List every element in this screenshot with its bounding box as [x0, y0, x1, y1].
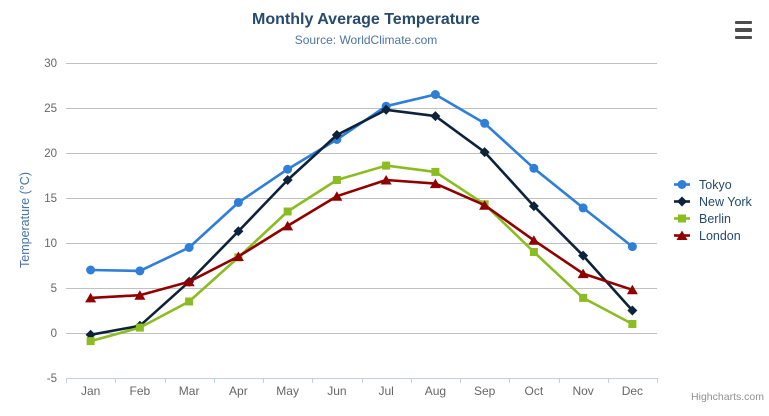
london-marker-glyph — [676, 230, 688, 240]
berlin-series-marker-icon — [674, 214, 690, 223]
y-axis-label: 15 — [44, 193, 57, 205]
x-axis-label: Nov — [572, 384, 593, 398]
data-point-tokyo[interactable] — [86, 265, 96, 275]
y-axis-label: 25 — [44, 103, 57, 115]
data-point-tokyo[interactable] — [233, 198, 243, 207]
legend: Tokyo New York Berlin London — [674, 176, 752, 244]
data-point-new-york[interactable] — [282, 175, 293, 185]
data-point-tokyo[interactable] — [480, 118, 490, 128]
hamburger-menu-icon — [735, 28, 752, 32]
data-point-berlin[interactable] — [529, 248, 538, 256]
legend-label: Tokyo — [699, 177, 732, 192]
legend-item-london[interactable]: London — [674, 227, 752, 244]
y-axis-label: -5 — [47, 373, 57, 385]
data-point-berlin[interactable] — [579, 293, 588, 302]
legend-item-new-york[interactable]: New York — [674, 193, 752, 210]
data-point-new-york[interactable] — [233, 226, 244, 237]
data-point-tokyo[interactable] — [283, 164, 293, 174]
data-point-london[interactable] — [528, 235, 540, 245]
berlin-marker-glyph — [678, 214, 686, 223]
data-point-new-york[interactable] — [528, 201, 539, 212]
london-series-marker-icon — [674, 230, 690, 240]
data-point-london[interactable] — [479, 200, 491, 210]
x-axis-label: Apr — [229, 384, 248, 398]
data-point-new-york[interactable] — [331, 130, 342, 140]
data-point-berlin[interactable] — [86, 337, 95, 346]
chart-title: Monthly Average Temperature — [252, 11, 480, 28]
data-point-london[interactable] — [380, 175, 392, 185]
y-axis-title: Temperature (°C) — [18, 172, 32, 268]
hamburger-menu-icon — [735, 35, 752, 39]
series-line-london[interactable] — [89, 178, 634, 300]
data-point-london[interactable] — [282, 220, 294, 231]
data-point-berlin[interactable] — [431, 167, 440, 176]
data-point-new-york[interactable] — [578, 250, 589, 261]
x-axis-label: Oct — [525, 384, 544, 398]
tokyo-series-marker-icon — [674, 180, 690, 189]
y-axis-label: 0 — [51, 328, 57, 340]
data-point-berlin[interactable] — [628, 320, 637, 328]
x-axis-label: Dec — [622, 384, 643, 398]
data-point-berlin[interactable] — [185, 297, 194, 306]
data-point-tokyo[interactable] — [578, 203, 588, 213]
x-axis-label: Mar — [179, 384, 200, 398]
x-axis-label: Feb — [130, 384, 151, 398]
export-menu-button[interactable] — [735, 21, 753, 39]
series-line-new-york[interactable] — [89, 108, 634, 337]
legend-label: Berlin — [699, 211, 731, 226]
data-point-london[interactable] — [429, 178, 441, 189]
y-axis-label: 30 — [44, 58, 57, 70]
data-point-tokyo[interactable] — [529, 163, 539, 173]
highcharts-credits-link[interactable]: Highcharts.com — [691, 391, 764, 403]
data-point-london[interactable] — [134, 290, 146, 300]
data-point-tokyo[interactable] — [627, 242, 637, 252]
x-axis-label: Aug — [425, 384, 446, 398]
data-point-berlin[interactable] — [382, 161, 391, 170]
data-point-berlin[interactable] — [283, 207, 292, 216]
data-point-new-york[interactable] — [627, 305, 638, 316]
tokyo-marker-glyph — [677, 180, 687, 189]
data-point-new-york[interactable] — [430, 111, 441, 122]
data-point-tokyo[interactable] — [184, 243, 194, 252]
data-point-berlin[interactable] — [332, 176, 341, 184]
data-point-london[interactable] — [577, 268, 589, 279]
x-axis-label: Sep — [474, 384, 496, 398]
legend-label: New York — [699, 194, 752, 209]
data-point-london[interactable] — [232, 251, 244, 262]
y-axis-label: 10 — [44, 238, 57, 250]
legend-item-berlin[interactable]: Berlin — [674, 210, 752, 227]
y-axis-label: 5 — [51, 283, 57, 295]
x-axis-label: Jul — [378, 384, 393, 398]
data-point-london[interactable] — [85, 292, 97, 303]
legend-item-tokyo[interactable]: Tokyo — [674, 176, 752, 193]
data-point-tokyo[interactable] — [430, 90, 440, 99]
legend-label: London — [699, 228, 741, 243]
new-york-series-marker-icon — [674, 196, 690, 207]
hamburger-menu-icon — [735, 21, 752, 25]
data-point-london[interactable] — [183, 276, 195, 287]
new-york-marker-glyph — [677, 196, 687, 207]
y-axis-label: 20 — [44, 148, 57, 160]
x-axis-label: Jan — [81, 384, 100, 398]
data-point-london[interactable] — [626, 284, 638, 295]
series-line-berlin[interactable] — [89, 164, 634, 343]
x-axis-label: May — [276, 384, 299, 398]
x-axis-label: Jun — [327, 384, 346, 398]
data-point-new-york[interactable] — [381, 104, 392, 115]
data-point-new-york[interactable] — [479, 147, 490, 158]
data-point-london[interactable] — [331, 191, 343, 201]
data-point-berlin[interactable] — [135, 323, 144, 332]
chart-subtitle: Source: WorldClimate.com — [294, 33, 438, 47]
data-point-tokyo[interactable] — [135, 266, 145, 276]
